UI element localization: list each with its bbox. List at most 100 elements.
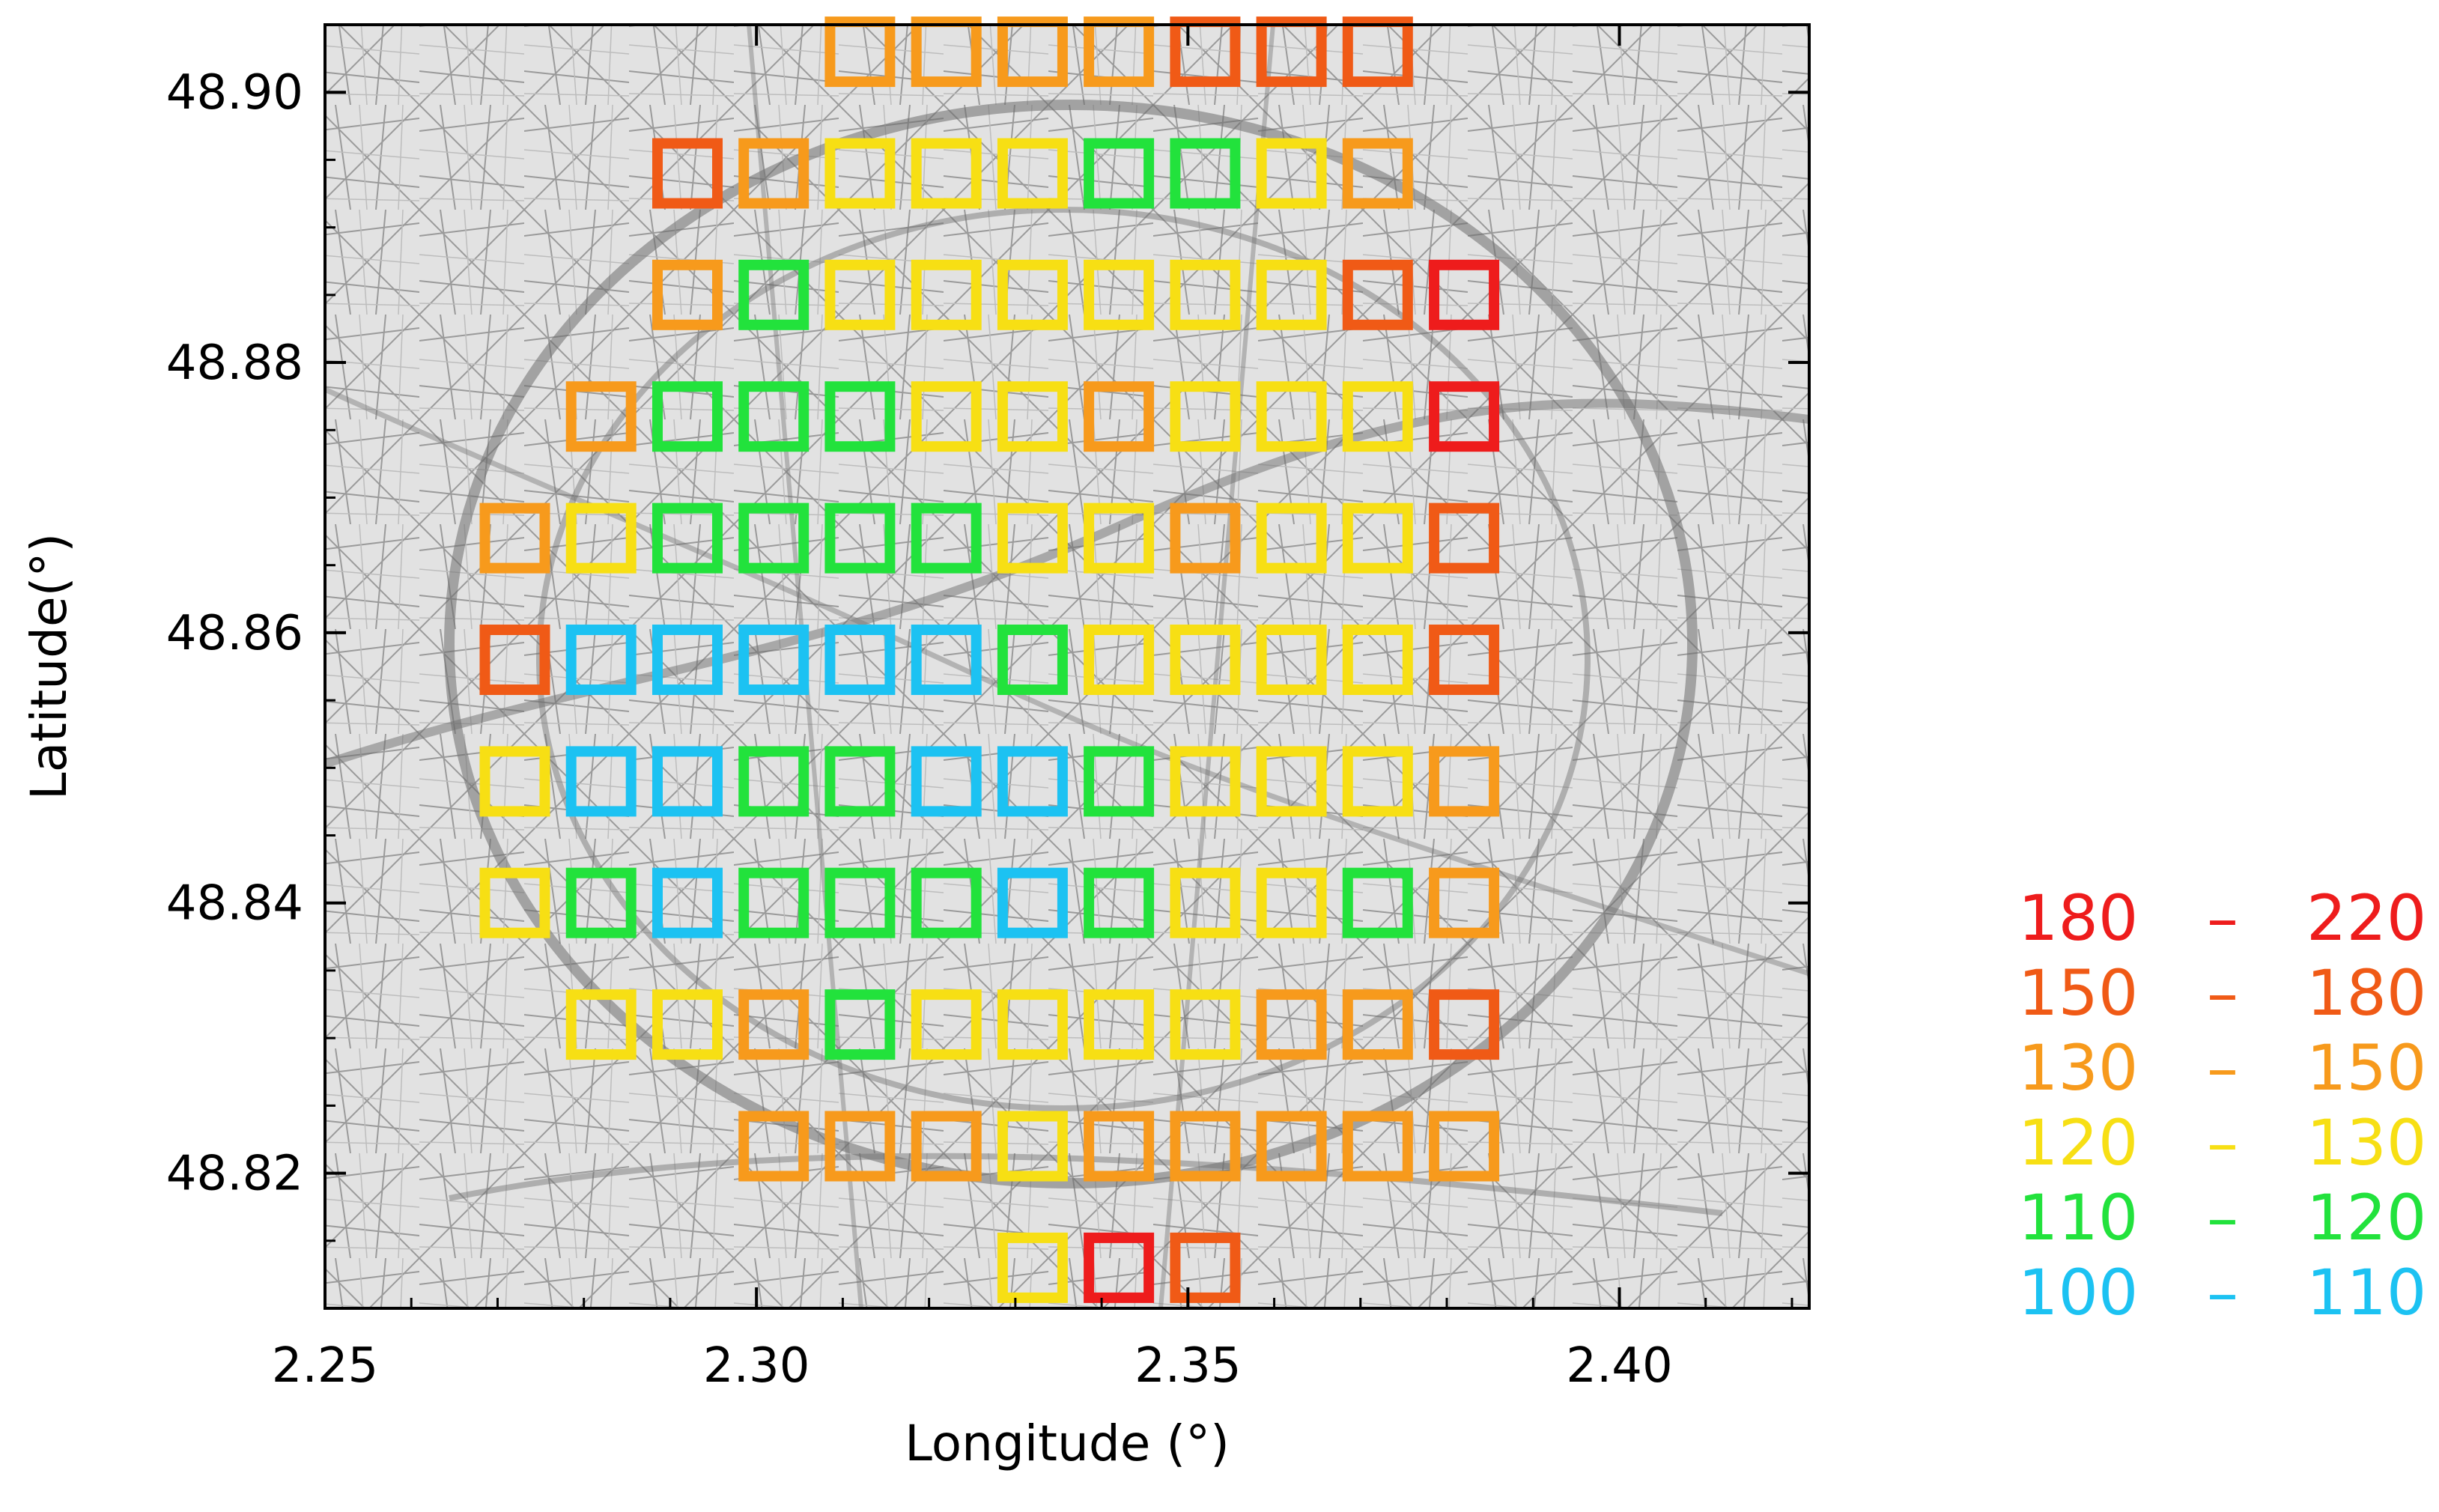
y-tick-label: 48.84 (166, 876, 303, 932)
legend: 180–220150–180130–150120–130110–120100–1… (2018, 881, 2426, 1329)
data-point-marker (1170, 259, 1241, 330)
legend-entry: 130–150 (2018, 1031, 2426, 1105)
data-point-marker (1256, 16, 1327, 88)
data-point-marker (997, 989, 1068, 1060)
data-point-marker (1256, 259, 1327, 330)
data-point-marker (911, 381, 982, 452)
legend-low: 180 (2018, 881, 2138, 955)
data-point-marker (1256, 989, 1327, 1060)
data-point-marker (738, 1111, 810, 1182)
data-point-marker (1084, 1111, 1155, 1182)
data-point-marker (997, 625, 1068, 695)
data-point-marker (824, 867, 896, 938)
data-point-marker (1256, 503, 1327, 574)
data-point-marker (1429, 259, 1500, 330)
data-point-marker (652, 867, 723, 938)
data-point-marker (652, 989, 723, 1060)
data-point-marker (911, 16, 982, 88)
data-point-marker (652, 381, 723, 452)
data-point-marker (479, 625, 550, 695)
data-point-marker (479, 746, 550, 817)
data-point-marker (565, 503, 637, 574)
legend-dash: – (2207, 881, 2238, 955)
data-point-marker (1429, 625, 1500, 695)
data-point-marker (1342, 746, 1413, 817)
data-point-marker (1170, 138, 1241, 209)
data-point-marker (1084, 16, 1155, 88)
legend-low: 130 (2018, 1031, 2138, 1105)
legend-low: 110 (2018, 1181, 2138, 1254)
data-point-marker (997, 259, 1068, 330)
y-tick-label: 48.82 (166, 1147, 303, 1202)
data-point-marker (738, 746, 810, 817)
legend-high: 110 (2306, 1256, 2426, 1329)
data-point-marker (1256, 746, 1327, 817)
data-point-marker (738, 625, 810, 695)
x-axis-label: Longitude (°) (905, 1415, 1230, 1472)
legend-dash: – (2207, 1181, 2238, 1254)
data-point-marker (824, 746, 896, 817)
x-tick-label: 2.30 (703, 1338, 810, 1394)
data-point-marker (997, 1111, 1068, 1182)
data-point-marker (738, 989, 810, 1060)
data-point-marker (479, 867, 550, 938)
data-point-marker (1084, 1232, 1155, 1303)
data-point-marker (738, 867, 810, 938)
data-point-marker (1429, 867, 1500, 938)
data-point-marker (1429, 989, 1500, 1060)
data-point-marker (1256, 867, 1327, 938)
data-point-marker (1429, 503, 1500, 574)
legend-entry: 150–180 (2018, 956, 2426, 1030)
data-point-marker (738, 503, 810, 574)
legend-entry: 100–110 (2018, 1256, 2426, 1329)
data-point-marker (824, 138, 896, 209)
legend-high: 130 (2306, 1106, 2426, 1179)
data-point-marker (565, 867, 637, 938)
data-point-marker (911, 989, 982, 1060)
legend-high: 180 (2306, 956, 2426, 1030)
x-tick-label: 2.35 (1135, 1338, 1242, 1394)
data-point-marker (1170, 1111, 1241, 1182)
data-point-marker (1342, 867, 1413, 938)
data-point-marker (1429, 746, 1500, 817)
data-point-marker (1256, 138, 1327, 209)
data-point-marker (738, 138, 810, 209)
data-point-marker (997, 138, 1068, 209)
data-point-marker (1342, 625, 1413, 695)
data-point-marker (1342, 16, 1413, 88)
data-point-marker (1084, 625, 1155, 695)
data-point-marker (1256, 625, 1327, 695)
legend-entry: 180–220 (2018, 881, 2426, 955)
data-point-marker (911, 746, 982, 817)
data-point-marker (652, 746, 723, 817)
data-point-marker (911, 867, 982, 938)
data-point-marker (824, 625, 896, 695)
data-point-marker (1342, 989, 1413, 1060)
data-point-marker (1084, 503, 1155, 574)
data-point-marker (997, 1232, 1068, 1303)
data-point-marker (652, 259, 723, 330)
y-tick-label: 48.86 (166, 606, 303, 661)
legend-high: 220 (2306, 881, 2426, 955)
data-point-marker (911, 503, 982, 574)
data-point-marker (1084, 989, 1155, 1060)
legend-low: 120 (2018, 1106, 2138, 1179)
data-point-marker (1084, 381, 1155, 452)
data-point-marker (565, 625, 637, 695)
data-point-marker (1170, 746, 1241, 817)
data-point-marker (1342, 138, 1413, 209)
data-point-marker (1342, 381, 1413, 452)
data-point-marker (1170, 16, 1241, 88)
data-point-marker (1256, 381, 1327, 452)
data-point-marker (1342, 503, 1413, 574)
data-point-marker (824, 16, 896, 88)
data-point-marker (1170, 1232, 1241, 1303)
data-point-marker (738, 259, 810, 330)
data-markers (479, 16, 1500, 1303)
y-tick-label: 48.90 (166, 65, 303, 121)
legend-high: 150 (2306, 1031, 2426, 1105)
data-point-marker (738, 381, 810, 452)
data-point-marker (1342, 259, 1413, 330)
axes: 2.25 2.30 2.35 2.40 48.82 48.84 48.86 48.88 48.9… (20, 25, 1809, 1472)
